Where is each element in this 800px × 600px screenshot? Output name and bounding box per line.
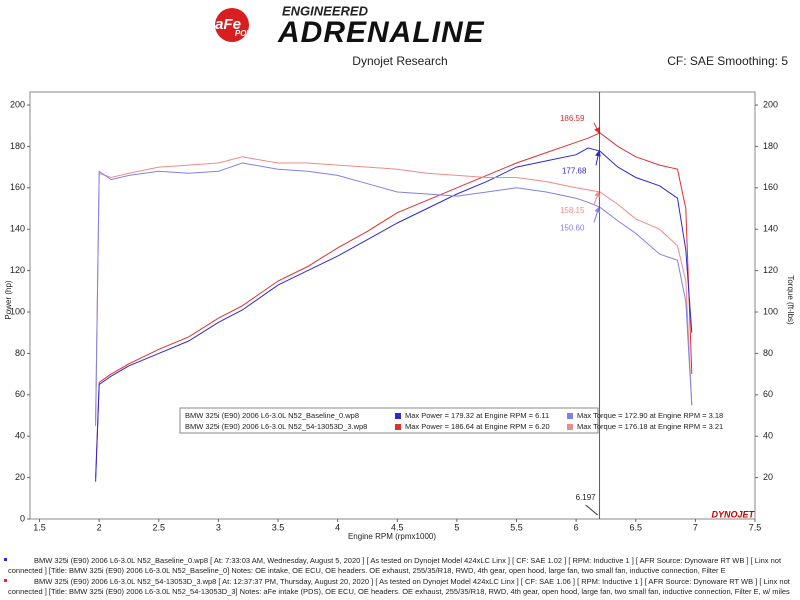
footer-marker: [4, 558, 7, 561]
y2-tick-label: 160: [763, 182, 778, 192]
legend-box: [179, 407, 599, 434]
footer-marker: [4, 579, 7, 582]
annotation-arrow: [595, 150, 601, 166]
series-line: [95, 147, 693, 482]
y-tick-label: 200: [10, 99, 25, 109]
legend-power: Max Power = 179.32 at Engine RPM = 6.11: [405, 411, 549, 420]
y2-axis-label: Torque (ft-lbs): [786, 275, 795, 325]
x-tick-label: 5: [454, 522, 459, 532]
annotation-label: 150.60: [560, 223, 585, 232]
series-line: [95, 156, 693, 420]
y2-tick-label: 40: [763, 431, 773, 441]
annotation-label: 186.59: [560, 114, 585, 123]
y2-tick-label: 80: [763, 348, 773, 358]
footer-line: BMW 325i (E90) 2006 L6-3.0L N52_Baseline…: [8, 556, 782, 575]
series-line: [95, 132, 693, 478]
y2-tick-label: 60: [763, 389, 773, 399]
brand-logo: DYNOJET: [711, 509, 755, 519]
y-tick-label: 180: [10, 141, 25, 151]
annotation-arrow: [593, 122, 600, 134]
series-line: [95, 162, 693, 426]
x-tick-label: 2.5: [153, 522, 166, 532]
logo: aFe POWER ENGINEERED ADRENALINE: [215, 3, 485, 49]
wordmark: ADRENALINE: [277, 16, 485, 49]
legend-power: Max Power = 186.64 at Engine RPM = 6.20: [405, 422, 550, 431]
legend-swatch: [395, 413, 401, 419]
x-axis-label: Engine RPM (rpmx1000): [348, 532, 436, 541]
cursor-label: 6.197: [576, 493, 597, 502]
annotation-arrow: [593, 206, 601, 223]
logo-brand: aFe: [215, 16, 241, 33]
y-tick-label: 80: [15, 348, 25, 358]
y2-tick-label: 200: [763, 99, 778, 109]
y-tick-label: 100: [10, 306, 25, 316]
cursor-arrow: [585, 504, 598, 516]
legend-run: BMW 325i (E90) 2006 L6-3.0L N52_Baseline…: [185, 411, 359, 420]
legend-torque: Max Torque = 172.90 at Engine RPM = 3.18: [577, 411, 723, 420]
logo-badge: [215, 8, 249, 42]
x-tick-label: 6.5: [629, 522, 642, 532]
y-tick-label: 60: [15, 389, 25, 399]
x-tick-label: 1.5: [33, 522, 46, 532]
x-tick-label: 4.5: [391, 522, 404, 532]
chart-title: Dynojet Research: [352, 54, 447, 68]
plot-frame: [29, 91, 756, 520]
x-tick-label: 2: [97, 522, 102, 532]
footer-line: BMW 325i (E90) 2006 L6-3.0L N52_54-13053…: [8, 577, 790, 596]
x-tick-label: 5.5: [510, 522, 523, 532]
legend-swatch: [567, 424, 573, 430]
x-tick-label: 3.5: [272, 522, 285, 532]
y-axis-label: Power (hp): [4, 280, 13, 319]
y-tick-label: 40: [15, 431, 25, 441]
y-tick-label: 0: [20, 513, 25, 523]
legend-swatch: [395, 424, 401, 430]
x-tick-label: 7.5: [749, 522, 762, 532]
x-tick-label: 6: [574, 522, 579, 532]
y2-tick-label: 140: [763, 224, 778, 234]
y-tick-label: 140: [10, 224, 25, 234]
logo-sub: POWER: [235, 29, 265, 38]
y2-tick-label: 20: [763, 472, 773, 482]
tagline: ENGINEERED: [282, 3, 369, 18]
legend-run: BMW 325i (E90) 2006 L6-3.0L N52_54-13053…: [185, 422, 367, 431]
y-tick-label: 120: [10, 265, 25, 275]
x-tick-label: 3: [216, 522, 221, 532]
y2-tick-label: 120: [763, 265, 778, 275]
x-tick-label: 4: [335, 522, 340, 532]
annotation-arrow: [593, 190, 600, 205]
legend-swatch: [567, 413, 573, 419]
y2-tick-label: 100: [763, 306, 778, 316]
y-tick-label: 20: [15, 472, 25, 482]
annotation-label: 158.15: [560, 206, 585, 215]
legend-torque: Max Torque = 176.18 at Engine RPM = 3.21: [577, 422, 723, 431]
y-tick-label: 160: [10, 182, 25, 192]
chart-subtitle: CF: SAE Smoothing: 5: [667, 54, 788, 68]
annotation-label: 177.68: [562, 166, 587, 175]
y2-tick-label: 180: [763, 141, 778, 151]
x-tick-label: 7: [693, 522, 698, 532]
